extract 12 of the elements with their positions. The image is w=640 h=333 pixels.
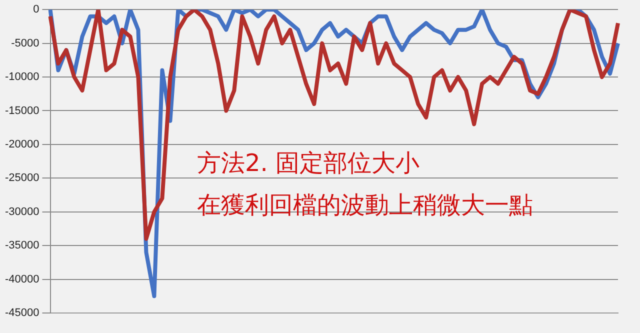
y-tick-label: -35000 <box>4 240 40 252</box>
y-tick-label: 0 <box>33 4 40 16</box>
annotation: 在獲利回檔的波動上稍微大一點 <box>197 190 533 221</box>
y-tick-label: -15000 <box>4 104 40 117</box>
y-tick-label: -30000 <box>4 206 40 218</box>
annotation: 方法2. 固定部位大小 <box>197 148 421 179</box>
y-tick-label: -45000 <box>4 307 40 320</box>
y-tick-label: -25000 <box>4 172 40 184</box>
y-tick-label: -20000 <box>4 138 40 150</box>
y-tick-label: -40000 <box>4 273 40 286</box>
y-tick-label: -5000 <box>11 37 40 50</box>
y-tick-label: -10000 <box>4 71 40 84</box>
